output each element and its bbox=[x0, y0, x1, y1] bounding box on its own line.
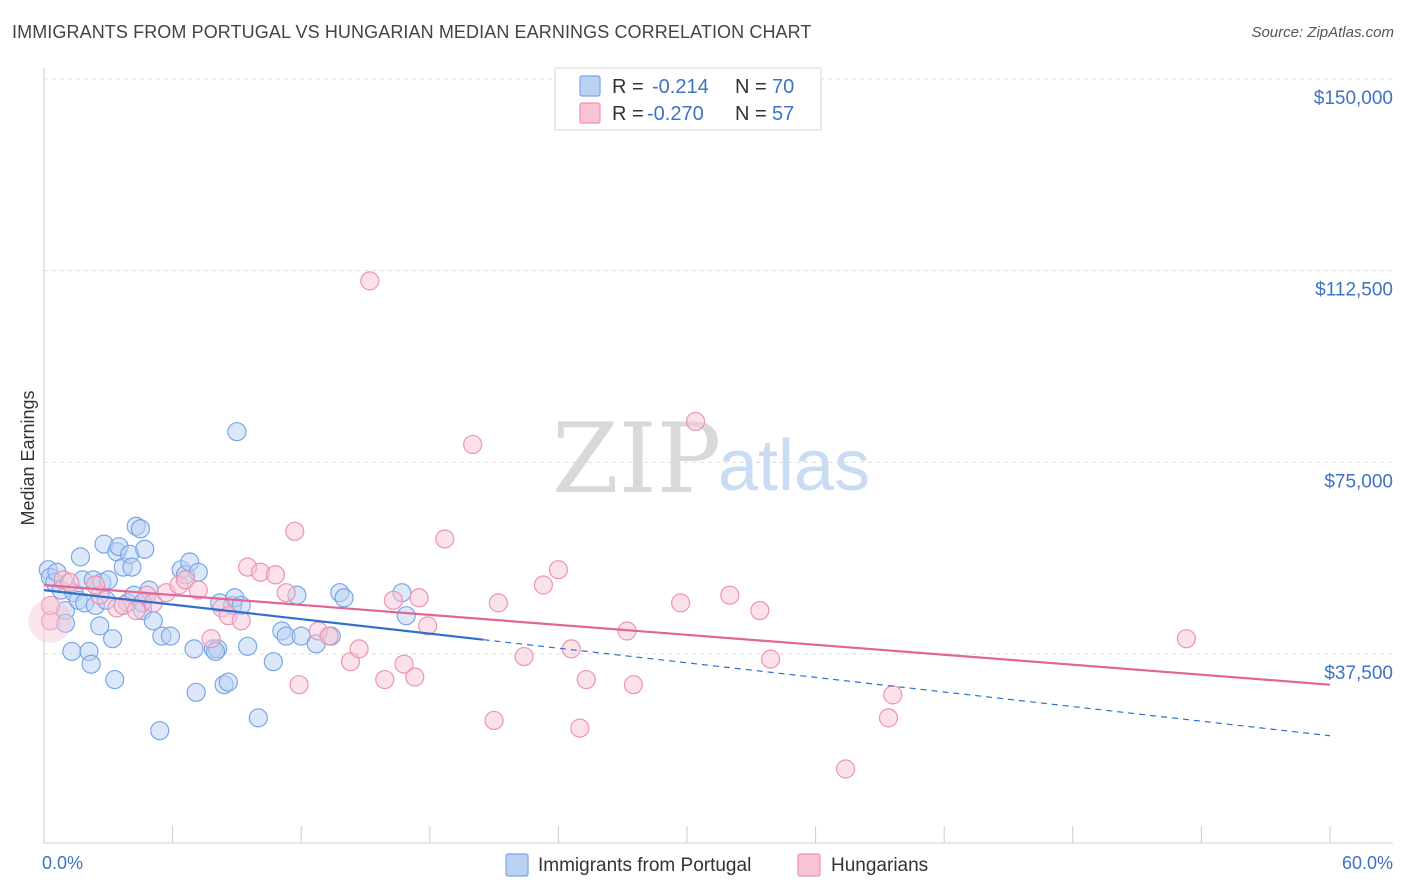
watermark-atlas: atlas bbox=[718, 426, 870, 506]
y-tick-labels: $37,500 $75,000 $112,500 $150,000 bbox=[1314, 88, 1393, 684]
hungarians-point-55 bbox=[1176, 629, 1196, 649]
legend-n-label-portugal: N = bbox=[735, 76, 767, 98]
hungarians-point-12 bbox=[175, 570, 196, 590]
hungarians-point-22 bbox=[285, 521, 305, 541]
portugal-point-29 bbox=[122, 557, 142, 577]
hungarians-point-37 bbox=[484, 710, 504, 731]
chart-source: Source: ZipAtlas.com bbox=[1251, 24, 1394, 41]
hungarians-point-25 bbox=[319, 626, 339, 646]
legend-r-label-hungarians: R = bbox=[612, 103, 644, 125]
hungarians-point-53 bbox=[878, 708, 899, 728]
portugal-point-67 bbox=[396, 606, 416, 626]
hungarians-point-47 bbox=[670, 593, 691, 613]
portugal-point-34 bbox=[135, 539, 155, 559]
legend-swatch-portugal bbox=[579, 75, 601, 97]
hungarians-point-32 bbox=[405, 667, 425, 687]
hungarians-point-46 bbox=[623, 675, 644, 695]
legend-n-value-hungarians: 57 bbox=[772, 103, 794, 125]
portugal-point-22 bbox=[102, 629, 123, 649]
hungarians-point-51 bbox=[760, 649, 781, 669]
stats-legend: R = -0.214 N = 70 R = -0.270 N = 57 bbox=[554, 67, 822, 131]
hungarians-point-3 bbox=[60, 572, 80, 593]
hungarians-point-28 bbox=[360, 271, 380, 291]
legend-r-value-hungarians: -0.270 bbox=[647, 103, 704, 125]
hungarians-point-36 bbox=[463, 434, 483, 455]
portugal-point-7 bbox=[62, 641, 82, 662]
hungarians-point-30 bbox=[383, 590, 403, 610]
portugal-point-53 bbox=[227, 422, 247, 442]
legend-swatch-hungarians bbox=[579, 102, 601, 124]
chart-title: IMMIGRANTS FROM PORTUGAL VS HUNGARIAN ME… bbox=[12, 22, 812, 42]
hungarians-point-41 bbox=[548, 560, 569, 580]
hungarians-point-54 bbox=[883, 685, 903, 705]
hungarians-point-44 bbox=[576, 669, 596, 690]
portugal-point-10 bbox=[70, 547, 91, 567]
portugal-point-14 bbox=[81, 654, 101, 674]
data-points bbox=[28, 271, 1196, 779]
series-legend-label-portugal: Immigrants from Portugal bbox=[538, 855, 751, 876]
y-tick-label-2: $112,500 bbox=[1315, 280, 1393, 301]
trend-line-hungarians bbox=[43, 583, 1331, 686]
portugal-point-39 bbox=[160, 626, 181, 646]
hungarians-cluster-bubble bbox=[28, 598, 73, 643]
hungarians-point-27 bbox=[349, 639, 369, 659]
portugal-point-61 bbox=[291, 626, 311, 646]
legend-n-label-hungarians: N = bbox=[735, 103, 767, 125]
trend-line-portugal-extension bbox=[483, 639, 1331, 737]
hungarians-point-50 bbox=[750, 600, 770, 621]
legend-n-value-portugal: 70 bbox=[772, 76, 794, 98]
y-axis-label: Median Earnings bbox=[18, 390, 38, 525]
x-tick-label-end: 60.0% bbox=[1342, 853, 1393, 873]
series-legend: Immigrants from Portugal Hungarians bbox=[505, 853, 928, 877]
hungarians-point-43 bbox=[570, 718, 590, 738]
hungarians-point-23 bbox=[289, 675, 309, 695]
hungarians-point-33 bbox=[409, 588, 429, 608]
hungarians-point-7 bbox=[126, 600, 146, 621]
trend-line-portugal bbox=[43, 589, 484, 641]
hungarians-point-56 bbox=[85, 575, 106, 595]
hungarians-point-39 bbox=[514, 646, 534, 667]
legend-r-value-portugal: -0.214 bbox=[652, 76, 709, 98]
portugal-point-23 bbox=[105, 669, 125, 690]
y-tick-label-1: $75,000 bbox=[1324, 471, 1393, 492]
portugal-point-37 bbox=[150, 721, 170, 741]
portugal-point-32 bbox=[130, 519, 151, 539]
portugal-point-65 bbox=[334, 588, 354, 608]
hungarians-point-17 bbox=[231, 611, 251, 631]
trend-lines bbox=[43, 583, 1331, 737]
x-axis-ticks bbox=[172, 826, 1331, 843]
y-tick-label-3: $150,000 bbox=[1314, 88, 1393, 109]
legend-r-label-portugal: R = bbox=[612, 76, 644, 98]
hungarians-point-38 bbox=[488, 593, 508, 613]
portugal-point-43 bbox=[184, 639, 204, 659]
x-tick-label-start: 0.0% bbox=[42, 853, 83, 873]
portugal-point-17 bbox=[90, 616, 110, 636]
portugal-point-55 bbox=[238, 636, 258, 656]
hungarians-point-14 bbox=[201, 629, 221, 649]
portugal-point-44 bbox=[186, 682, 206, 702]
portugal-point-50 bbox=[218, 672, 238, 692]
hungarians-point-13 bbox=[188, 580, 208, 600]
series-legend-label-hungarians: Hungarians bbox=[831, 855, 928, 876]
hungarians-point-20 bbox=[265, 565, 286, 585]
hungarians-point-29 bbox=[375, 669, 395, 690]
series-legend-swatch-portugal bbox=[505, 853, 529, 877]
hungarians-point-1 bbox=[40, 595, 61, 616]
hungarians-point-48 bbox=[685, 411, 706, 432]
series-legend-swatch-hungarians bbox=[797, 853, 821, 877]
hungarians-point-21 bbox=[276, 583, 296, 603]
hungarians-point-34 bbox=[418, 616, 438, 636]
y-tick-label-0: $37,500 bbox=[1324, 663, 1393, 684]
hungarians-point-52 bbox=[836, 759, 856, 779]
hungarians-point-40 bbox=[533, 575, 553, 595]
portugal-point-56 bbox=[248, 708, 268, 728]
hungarians-point-31 bbox=[394, 654, 414, 674]
portugal-point-57 bbox=[263, 652, 283, 672]
hungarians-point-49 bbox=[720, 585, 740, 605]
hungarians-point-35 bbox=[435, 529, 455, 549]
